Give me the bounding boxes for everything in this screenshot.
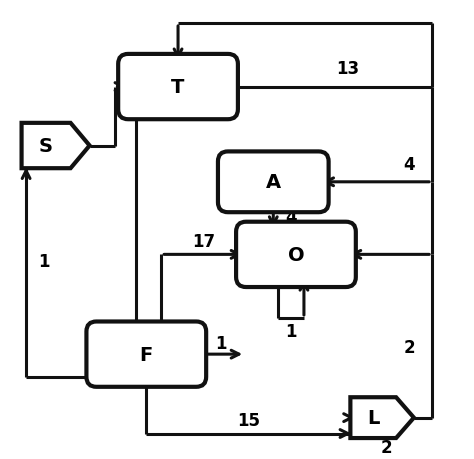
Text: 1: 1 (285, 323, 297, 341)
Polygon shape (350, 397, 414, 438)
FancyBboxPatch shape (236, 222, 356, 287)
Text: 4: 4 (286, 208, 297, 226)
FancyBboxPatch shape (86, 322, 206, 387)
Text: 13: 13 (337, 60, 360, 78)
Text: 2: 2 (403, 339, 415, 357)
Text: T: T (172, 78, 185, 97)
Text: O: O (288, 245, 304, 264)
Text: S: S (39, 137, 53, 156)
Text: A: A (266, 173, 281, 192)
Text: F: F (140, 345, 153, 364)
Text: 1: 1 (215, 334, 227, 352)
FancyBboxPatch shape (118, 55, 238, 120)
Text: 2: 2 (381, 438, 392, 456)
Text: L: L (367, 408, 379, 427)
Polygon shape (22, 123, 90, 169)
Text: 17: 17 (192, 232, 215, 250)
Text: 14: 14 (121, 99, 144, 117)
FancyBboxPatch shape (218, 152, 328, 213)
Text: 4: 4 (403, 155, 415, 174)
Text: 1: 1 (38, 252, 50, 271)
Text: 15: 15 (237, 411, 260, 429)
